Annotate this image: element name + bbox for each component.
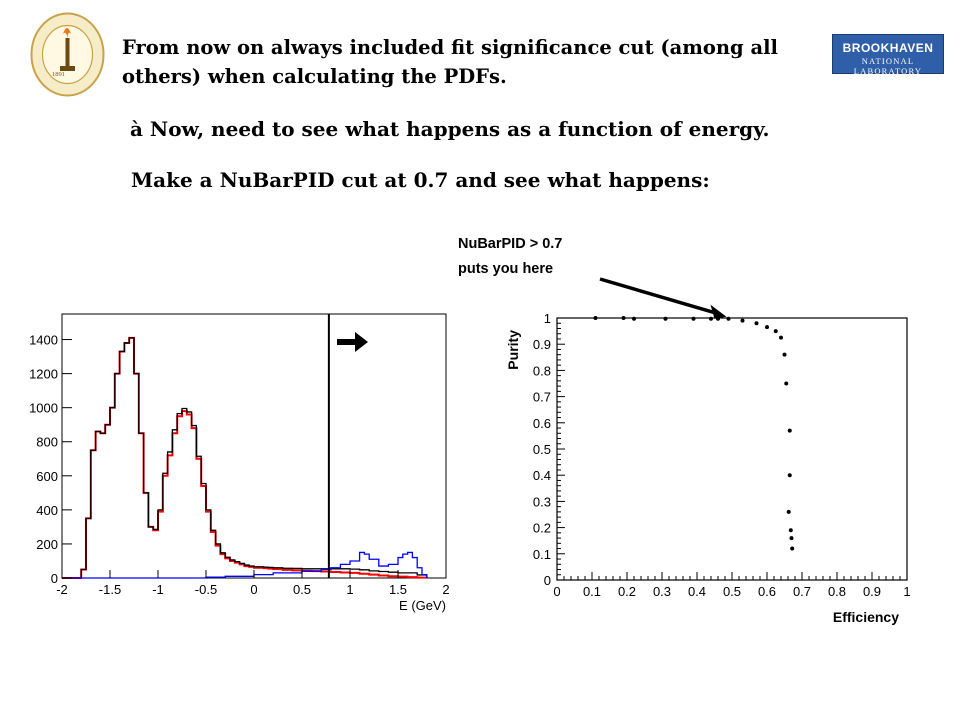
- y-tick-label: 400: [36, 503, 58, 518]
- data-point-7: [726, 316, 731, 321]
- data-point-20: [790, 546, 795, 551]
- y-tick-label: 0.4: [533, 468, 551, 483]
- data-point-14: [784, 381, 789, 386]
- x-tick-label: 0.5: [293, 582, 311, 597]
- y-tick-label: 0.2: [533, 521, 551, 536]
- x-tick-label: 0.8: [828, 584, 846, 599]
- y-tick-label: 0.8: [533, 363, 551, 378]
- data-point-8: [740, 318, 745, 323]
- y-tick-label: 800: [36, 435, 58, 450]
- brookhaven-logo-title: BROOKHAVEN: [842, 41, 934, 55]
- data-point-2: [632, 316, 636, 321]
- cut-arrow-shaft: [337, 339, 357, 345]
- energy-note: à Now, need to see what happens as a fun…: [130, 117, 770, 141]
- data-point-18: [788, 528, 793, 533]
- x-tick-label: -2: [56, 582, 68, 597]
- x-tick-label: 1.5: [389, 582, 407, 597]
- x-tick-label: -1: [152, 582, 164, 597]
- annotation-line-1: NuBarPID > 0.7: [458, 236, 563, 252]
- x-tick-label: 1: [903, 584, 910, 599]
- annotation-arrow-shaft: [599, 277, 719, 316]
- y-tick-label: 1000: [29, 401, 58, 416]
- caltech-seal-logo: 1891: [30, 12, 105, 97]
- x-tick-label: 0.4: [688, 584, 706, 599]
- x-tick-label: 0.7: [793, 584, 811, 599]
- data-point-17: [786, 509, 791, 514]
- data-point-3: [663, 316, 668, 321]
- y-tick-label: 0.3: [533, 494, 551, 509]
- seal-year: 1891: [52, 71, 65, 78]
- x-tick-label: -0.5: [195, 582, 217, 597]
- chart-canvas: [500, 305, 915, 635]
- data-point-0: [593, 316, 598, 320]
- y-tick-label: 1400: [29, 333, 58, 348]
- data-point-4: [691, 316, 696, 321]
- annotation-line-2: puts you here: [458, 261, 554, 277]
- x-axis-title: E (GeV): [399, 598, 446, 613]
- cut-annotation: NuBarPID > 0.7 puts you here: [458, 232, 562, 282]
- torch-flame-icon: [63, 28, 71, 38]
- y-tick-label: 600: [36, 469, 58, 484]
- data-point-16: [787, 473, 792, 478]
- cut-note: Make a NuBarPID cut at 0.7 and see what …: [131, 168, 710, 192]
- x-tick-label: 0.2: [618, 584, 636, 599]
- data-point-15: [787, 428, 792, 433]
- y-tick-label: 0: [51, 571, 58, 586]
- y-tick-label: 0: [544, 573, 551, 588]
- data-point-13: [782, 352, 787, 357]
- x-tick-label: 2: [442, 582, 449, 597]
- y-axis-title: Purity: [505, 330, 521, 370]
- y-tick-label: 0.7: [533, 390, 551, 405]
- cut-arrow-head-icon: [355, 332, 368, 352]
- data-point-12: [779, 335, 783, 340]
- x-tick-label: 0.9: [863, 584, 881, 599]
- brookhaven-logo-subtitle: NATIONAL LABORATORY: [853, 56, 923, 76]
- data-point-5: [709, 316, 713, 321]
- x-tick-label: 0.1: [583, 584, 601, 599]
- data-point-10: [765, 325, 769, 330]
- x-tick-label: 0.6: [758, 584, 776, 599]
- y-tick-label: 1: [544, 311, 551, 326]
- y-tick-label: 0.5: [533, 442, 551, 457]
- y-tick-label: 1200: [29, 367, 58, 382]
- x-tick-label: 0: [250, 582, 257, 597]
- slide-headline: From now on always included fit signific…: [122, 36, 778, 88]
- data-point-19: [789, 536, 794, 541]
- x-tick-label: 0.3: [653, 584, 671, 599]
- x-tick-label: 1: [346, 582, 353, 597]
- brookhaven-logo: BROOKHAVEN NATIONAL LABORATORY: [832, 34, 944, 76]
- x-tick-label: 0.5: [723, 584, 741, 599]
- data-point-1: [621, 316, 626, 320]
- x-tick-label: -1.5: [99, 582, 121, 597]
- annotation-arrow-head-icon: [710, 304, 727, 319]
- data-point-11: [773, 329, 778, 334]
- y-tick-label: 0.1: [533, 547, 551, 562]
- y-tick-label: 0.6: [533, 416, 551, 431]
- x-axis-title: Efficiency: [833, 609, 899, 625]
- x-tick-label: 0: [553, 584, 560, 599]
- y-tick-label: 200: [36, 537, 58, 552]
- y-tick-label: 0.9: [533, 337, 551, 352]
- data-point-9: [754, 321, 759, 326]
